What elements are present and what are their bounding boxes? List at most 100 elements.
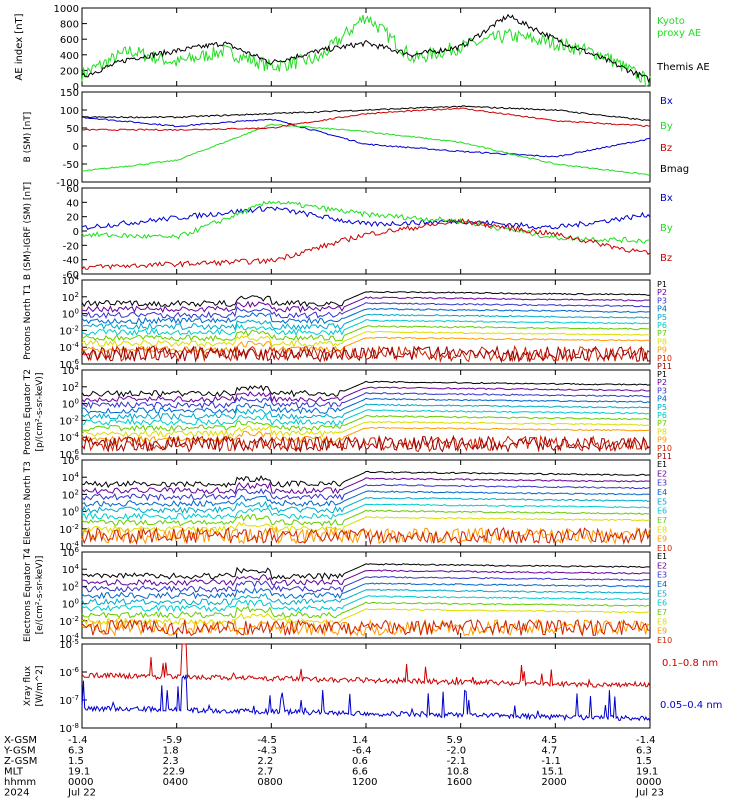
legend-flux4-9: P10 <box>657 444 672 453</box>
flux4-series-9 <box>81 434 651 453</box>
flux5-series-4 <box>81 496 651 514</box>
legend-kyoto-1: Kyoto <box>657 16 685 27</box>
y-tick-label-5-4: 10-2 <box>59 523 79 536</box>
flux3-series-2 <box>81 302 651 320</box>
footer-value-0-5: 4.5 <box>541 735 557 746</box>
panel-frame-5 <box>81 459 651 547</box>
legend-flux4-2: P3 <box>657 386 667 395</box>
flux4-series-3 <box>81 397 651 415</box>
y-tick-label-5-2: 102 <box>62 488 79 501</box>
flux5-series-1 <box>81 477 650 495</box>
footer-label-3: MLT <box>4 767 24 778</box>
legend-flux6-2: E3 <box>657 571 667 580</box>
y-tick-label-5-5: 10-4 <box>59 540 79 553</box>
footer-value-5-0: Jul 22 <box>67 788 96 799</box>
footer-label-0: X-GSM <box>4 735 37 746</box>
footer-value-4-5: 2000 <box>541 777 566 788</box>
footer-value-0-1: -5.9 <box>163 735 183 746</box>
y-tick-label-1-5: -100 <box>56 178 79 189</box>
footer-value-1-4: -2.0 <box>447 746 467 757</box>
legend-flux6-7: E8 <box>657 617 667 626</box>
flux4-series-5 <box>81 409 651 426</box>
flux6-series-2 <box>81 575 651 594</box>
footer-value-0-6: -1.4 <box>636 735 656 746</box>
legend-flux6-4: E5 <box>657 589 667 598</box>
footer-value-1-1: 1.8 <box>163 746 179 757</box>
legend-flux4-3: P4 <box>657 395 667 404</box>
ylabel-flux3: Protons North T1 <box>23 284 33 360</box>
legend-flux5-6: E7 <box>657 516 667 525</box>
footer-value-4-1: 0400 <box>163 777 188 788</box>
b1-series-0 <box>81 116 651 158</box>
flux4-series-6 <box>81 415 650 432</box>
panel-frame-3 <box>81 279 651 365</box>
legend-flux5-4: E5 <box>657 497 667 506</box>
footer-value-2-5: -1.1 <box>541 756 561 767</box>
footer-label-4: hhmm <box>4 777 36 788</box>
xray-series-0 <box>81 643 651 689</box>
legend-flux3-0: P1 <box>657 280 667 289</box>
y-tick-label-2-4: -20 <box>63 241 79 252</box>
flux3-series-9 <box>81 345 651 364</box>
footer-value-1-6: 6.3 <box>636 746 652 757</box>
footer-value-4-2: 0800 <box>257 777 282 788</box>
footer-value-1-3: -6.4 <box>352 746 372 757</box>
legend-flux5-0: E1 <box>657 460 667 469</box>
legend-flux6-6: E7 <box>657 608 667 617</box>
ae-series-1 <box>81 13 651 83</box>
y-tick-label-0-5: 0 <box>73 82 79 93</box>
footer-value-2-1: 2.3 <box>163 756 179 767</box>
y-tick-label-1-1: 100 <box>60 106 79 117</box>
footer-value-3-4: 10.8 <box>447 767 469 778</box>
legend-flux3-1: P2 <box>657 288 667 297</box>
ylabel-flux5: Electrons North T3 <box>23 461 33 545</box>
y-tick-label-6-0: 106 <box>62 546 80 559</box>
legend-b2-0: Bx <box>660 193 673 204</box>
flux3-series-6 <box>81 325 651 343</box>
y-tick-label-4-1: 102 <box>62 381 79 394</box>
flux5-series-2 <box>81 483 651 501</box>
footer-value-0-2: -4.5 <box>257 735 277 746</box>
footer-value-5-6: Jul 23 <box>635 788 664 799</box>
y-tick-label-5-0: 106 <box>62 454 80 467</box>
legend-b2-2: Bz <box>660 253 672 264</box>
flux4-series-4 <box>81 403 651 421</box>
b2-series-2 <box>81 217 651 270</box>
legend-flux4-5: P6 <box>657 411 667 420</box>
y-tick-label-4-3: 10-2 <box>59 414 79 427</box>
y-tick-label-2-5: -40 <box>63 256 79 267</box>
legend-b1-3: Bmag <box>660 164 689 175</box>
footer-value-1-5: 4.7 <box>541 746 557 757</box>
y-tick-label-7-3: 10-8 <box>59 722 79 735</box>
footer-value-3-0: 19.1 <box>68 767 90 778</box>
y-tick-label-6-2: 102 <box>62 580 79 593</box>
y-tick-label-3-3: 10-2 <box>59 324 79 337</box>
footer-value-1-0: 6.3 <box>68 746 84 757</box>
legend-flux4-1: P2 <box>657 378 667 387</box>
flux5-series-9 <box>81 526 651 546</box>
y-tick-label-5-3: 100 <box>62 506 79 519</box>
ae-series-0 <box>81 14 651 87</box>
legend-flux6-1: E2 <box>657 561 667 570</box>
yunit-flux6: [e/(cm²-s-sr-keV)] <box>35 556 45 635</box>
y-tick-label-1-3: 0 <box>73 142 79 153</box>
legend-flux3-5: P6 <box>657 321 667 330</box>
footer-value-0-4: 5.9 <box>447 735 463 746</box>
y-tick-label-0-3: 400 <box>60 51 79 62</box>
footer-value-3-5: 15.1 <box>541 767 563 778</box>
legend-kyoto-2: proxy AE <box>657 28 701 39</box>
b1-series-1 <box>81 123 651 176</box>
flux4-series-10 <box>81 434 651 453</box>
footer-value-1-2: -4.3 <box>257 746 277 757</box>
ylabel-xray: Xray flux <box>23 665 33 706</box>
legend-flux4-10: P11 <box>657 452 672 461</box>
y-tick-label-0-0: 1000 <box>54 4 79 15</box>
y-tick-label-3-4: 10-4 <box>59 341 79 354</box>
b2-series-1 <box>81 200 651 244</box>
legend-b2-1: By <box>660 223 673 234</box>
ylabel-flux4: Protons Equator T2 <box>23 369 33 455</box>
ylabel-b1: B (SM) [nT] <box>23 112 33 163</box>
legend-flux3-10: P11 <box>657 362 672 371</box>
